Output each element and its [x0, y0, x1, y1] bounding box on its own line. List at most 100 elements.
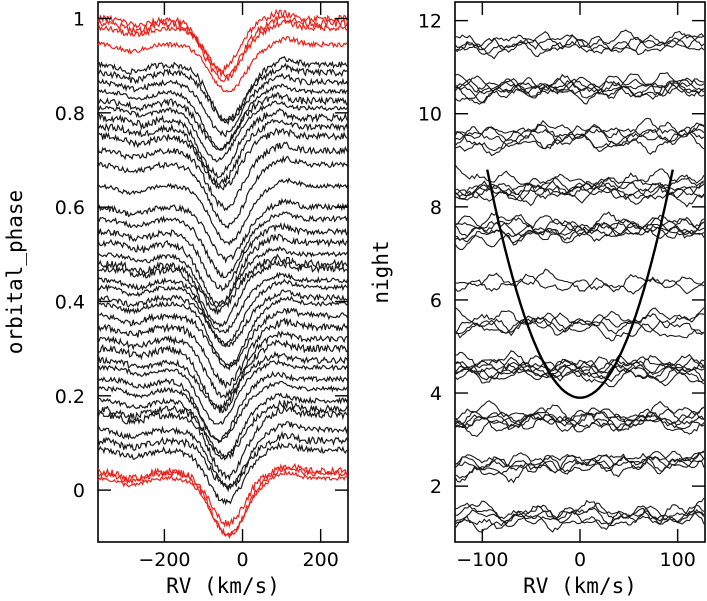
phase-panel: 0 0.2 0.4 0.6 0.8 1 −200 0 200 RV (km/s) orbita…: [3, 1, 349, 598]
night-spectrum-line: [454, 29, 705, 58]
phase-spectrum-line: [97, 118, 349, 186]
night-y-tick-label: 8: [430, 197, 442, 219]
phase-spectrum-line: [97, 154, 349, 230]
phase-spectrum-line: [97, 399, 349, 461]
phase-spectrum-line: [97, 441, 348, 506]
phase-x-tick-label: 200: [303, 549, 339, 571]
night-spectrum-line: [454, 273, 705, 293]
phase-spectrum-line: [97, 258, 348, 328]
night-spectrum-line: [454, 450, 705, 479]
phase-x-tick-label: −200: [138, 549, 190, 571]
phase-spectrum-line: [97, 421, 349, 490]
night-spectrum-line: [454, 356, 705, 385]
phase-spectrum-line: [97, 289, 348, 348]
phase-spectrum-line: [97, 317, 349, 390]
phase-spectrum-line-highlight: [97, 8, 349, 75]
night-spectrum-line: [454, 268, 705, 295]
night-spectrum-line: [454, 316, 705, 342]
phase-spectrum-line-highlight: [97, 463, 349, 529]
night-panel: 2 4 6 8 10 12 −100 0 100 RV (km/s) night: [369, 1, 706, 598]
phase-spectrum-line: [97, 211, 349, 279]
night-spectrum-line: [454, 119, 705, 143]
phase-y-tick-label: 0.4: [55, 291, 85, 313]
phase-spectrum-line: [97, 392, 349, 460]
phase-y-tick-label: 0: [73, 480, 85, 502]
night-spectrum-line: [454, 172, 705, 202]
phase-spectrum-line: [97, 330, 348, 400]
night-spectrum-line: [454, 497, 705, 527]
phase-spectrum-line: [97, 278, 348, 347]
night-y-tick-label: 12: [418, 11, 442, 33]
night-spectrum-line: [454, 78, 705, 100]
phase-spectrum-line-highlight: [97, 35, 348, 93]
phase-spectrum-line: [97, 62, 348, 124]
night-spectrum-line: [454, 504, 705, 527]
night-spectrum-line: [454, 180, 705, 202]
night-y-tick-label: 2: [430, 476, 442, 498]
phase-y-tick-label: 0.8: [55, 103, 85, 125]
phase-spectrum-line: [97, 83, 348, 151]
phase-spectrum-line: [97, 404, 349, 482]
night-spectrum-line: [454, 307, 705, 339]
phase-spectrum-line: [97, 141, 349, 212]
phase-spectrum-line: [97, 271, 349, 334]
night-spectrum-line: [454, 73, 705, 100]
phase-spectrum-line: [97, 358, 349, 426]
night-spectrum-line: [454, 34, 705, 56]
night-spectra: [454, 29, 705, 533]
night-x-ticks: −100 0 100: [456, 2, 696, 571]
night-spectrum-line: [454, 507, 705, 533]
night-spectrum-line: [454, 450, 705, 484]
phase-spectrum-line: [97, 245, 348, 309]
rv-curve: [486, 169, 674, 399]
phase-spectrum-line: [97, 380, 349, 442]
phase-x-ticks: −200 0 200: [138, 2, 339, 571]
phase-spectrum-line-highlight: [97, 19, 348, 79]
night-y-tick-label: 4: [430, 383, 442, 405]
night-spectrum-line: [454, 451, 705, 475]
phase-spectrum-line-highlight: [97, 13, 349, 83]
night-x-tick-label: −100: [456, 549, 508, 571]
night-spectrum-line: [454, 306, 705, 335]
night-spectrum-line: [454, 353, 705, 380]
phase-y-axis-label: orbital_phase: [3, 190, 27, 354]
night-spectrum-line: [454, 400, 705, 430]
night-spectrum-line: [454, 79, 705, 104]
phase-spectra: [97, 8, 349, 540]
night-x-tick-label: 0: [574, 549, 586, 571]
night-y-tick-label: 10: [418, 104, 442, 126]
night-spectrum-line: [454, 117, 705, 147]
night-spectrum-line: [454, 408, 705, 438]
phase-x-tick-label: 0: [236, 549, 248, 571]
phase-spectrum-line: [97, 107, 349, 179]
phase-y-ticks: 0 0.2 0.4 0.6 0.8 1: [55, 9, 348, 502]
phase-y-tick-label: 0.6: [55, 197, 85, 219]
night-spectrum-line: [454, 400, 705, 430]
phase-spectrum-line: [97, 100, 349, 163]
phase-spectrum-line: [97, 197, 349, 264]
night-spectrum-line: [454, 313, 705, 337]
phase-y-tick-label: 1: [73, 9, 85, 31]
phase-spectrum-line: [97, 55, 349, 126]
phase-y-tick-label: 0.2: [55, 386, 85, 408]
night-spectrum-line: [454, 406, 705, 431]
night-spectrum-line: [454, 183, 705, 208]
night-spectrum-line: [454, 355, 705, 374]
night-spectrum-line: [454, 164, 705, 200]
night-y-tick-label: 6: [430, 290, 442, 312]
night-spectrum-line: [454, 504, 705, 533]
phase-x-axis-label: RV (km/s): [166, 574, 280, 598]
night-spectrum-line: [454, 31, 705, 53]
phase-spectrum-line: [97, 370, 349, 444]
phase-spectrum-line: [97, 307, 349, 371]
phase-spectrum-line: [97, 339, 348, 414]
night-spectrum-line: [454, 412, 705, 435]
phase-spectrum-line: [97, 295, 348, 368]
night-spectrum-line: [454, 213, 705, 240]
night-y-ticks: 2 4 6 8 10 12: [418, 11, 705, 498]
phase-spectrum-line: [97, 177, 349, 246]
phase-spectrum-line: [98, 127, 348, 191]
night-spectrum-line: [454, 361, 705, 388]
phase-spectrum-line: [97, 233, 349, 307]
